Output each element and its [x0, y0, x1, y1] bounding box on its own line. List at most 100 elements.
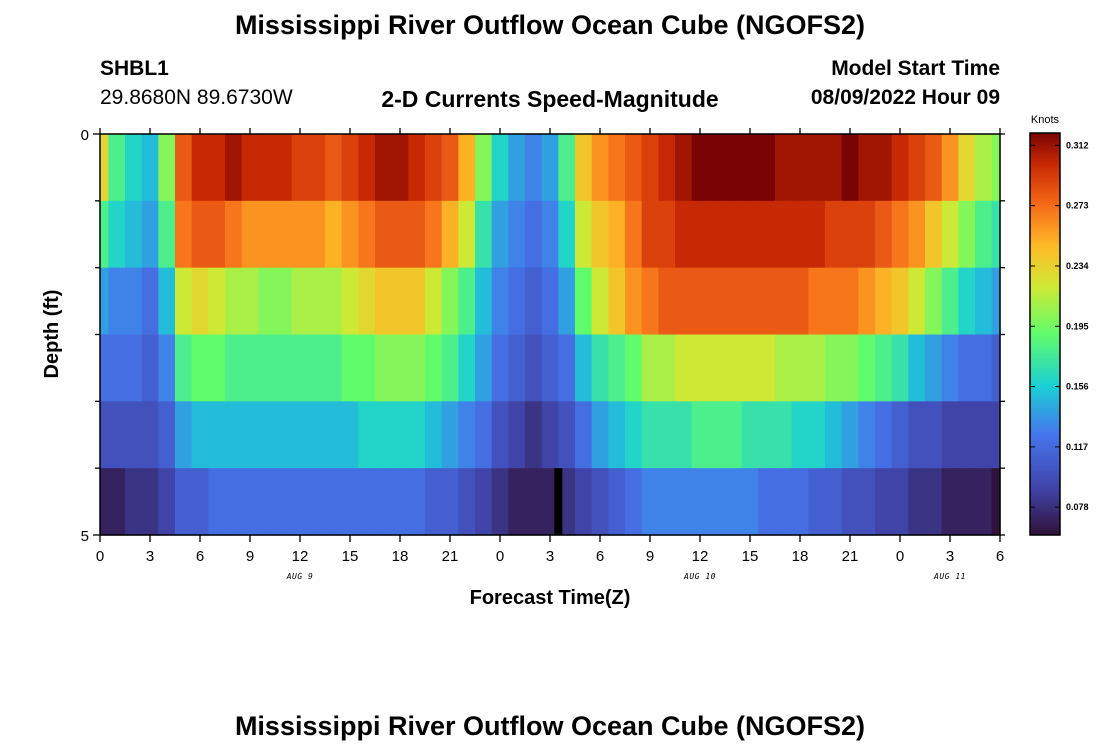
heatmap-cell [825, 334, 843, 402]
heatmap-cell [558, 334, 576, 402]
x-tick-label: 9 [646, 548, 654, 565]
heatmap-cell [841, 334, 859, 402]
heatmap-cell [758, 267, 776, 336]
heatmap-cell [275, 401, 293, 469]
heatmap-cell [991, 401, 1001, 469]
heatmap-cell [975, 267, 993, 336]
heatmap-cell [591, 334, 609, 402]
heatmap-cell [991, 200, 1001, 269]
heatmap-cell [241, 200, 259, 269]
heatmap-cell [241, 267, 259, 336]
heatmap-cell [708, 267, 726, 336]
heatmap-cell [375, 334, 393, 402]
heatmap-cell [291, 334, 309, 402]
heatmap-cell [841, 267, 859, 336]
heatmap-cell [775, 334, 793, 402]
colorbar-tick-label: 0.312 [1066, 140, 1089, 150]
heatmap-cell [525, 267, 543, 336]
heatmap-cell [608, 200, 626, 269]
heatmap-cell [591, 267, 609, 336]
heatmap-cell [158, 134, 176, 202]
heatmap-cell [100, 134, 109, 202]
station-coords: 29.8680N 89.6730W [100, 86, 293, 109]
heatmap-cell [458, 334, 476, 402]
heatmap-cell [308, 200, 326, 269]
heatmap-cell [208, 200, 226, 269]
heatmap-cell [608, 134, 626, 202]
heatmap-cell [275, 468, 293, 536]
heatmap-cell [408, 200, 426, 269]
heatmap-cell [325, 401, 343, 469]
x-tick-label: 18 [392, 548, 409, 565]
heatmap-cell [408, 267, 426, 336]
heatmap-cell [541, 134, 559, 202]
heatmap-cell [358, 200, 376, 269]
heatmap-cell [975, 468, 993, 536]
heatmap-cell [100, 267, 109, 336]
heatmap-cell [608, 401, 626, 469]
heatmap-cell [458, 267, 476, 336]
heatmap-cell [125, 468, 143, 536]
heatmap-cell [475, 334, 493, 402]
heatmap-cell [100, 334, 109, 402]
x-tick-label: 15 [742, 548, 759, 565]
heatmap-cell [791, 401, 809, 469]
heatmap-cell [708, 468, 726, 536]
heatmap-cell [941, 267, 959, 336]
heatmap-cell [191, 200, 209, 269]
heatmap-cell [575, 134, 593, 202]
heatmap-cell [208, 401, 226, 469]
heatmap-cell [341, 401, 359, 469]
heatmap-cell [341, 468, 359, 536]
heatmap-cell [808, 134, 826, 202]
heatmap-cell [741, 401, 759, 469]
heatmap-cell [341, 267, 359, 336]
heatmap-cell [941, 334, 959, 402]
heatmap-cell [608, 468, 626, 536]
heatmap-cell [725, 267, 743, 336]
colorbar-tick-label: 0.273 [1066, 201, 1089, 211]
heatmap-cell [958, 334, 976, 402]
heatmap-cell [425, 468, 443, 536]
heatmap-cell [508, 267, 526, 336]
heatmap-cell [908, 334, 926, 402]
heatmap-cell [741, 267, 759, 336]
heatmap-cell [775, 267, 793, 336]
heatmap-cell [441, 134, 459, 202]
heatmap-cell [391, 468, 409, 536]
heatmap-cell [225, 134, 243, 202]
heatmap-cell [791, 200, 809, 269]
heatmap-cell [791, 134, 809, 202]
heatmap-cell [858, 134, 876, 202]
heatmap-cell [258, 401, 276, 469]
heatmap-cell [608, 267, 626, 336]
heatmap-cell [658, 401, 676, 469]
heatmap-cell [708, 200, 726, 269]
heatmap-cell [691, 267, 709, 336]
date-label: AUG 11 [933, 572, 966, 581]
heatmap-cell [391, 267, 409, 336]
heatmap-cell [958, 468, 976, 536]
heatmap-cell [125, 267, 143, 336]
heatmap-cell [675, 334, 693, 402]
heatmap-cell [341, 134, 359, 202]
heatmap-cell [225, 401, 243, 469]
heatmap-cell [175, 401, 193, 469]
heatmap-cell [675, 468, 693, 536]
heatmap-cell [541, 267, 559, 336]
date-label: AUG 10 [683, 572, 716, 581]
heatmap-cell [691, 401, 709, 469]
heatmap-cell [325, 267, 343, 336]
heatmap-cell [775, 134, 793, 202]
heatmap-cell [325, 468, 343, 536]
heatmap-cell [625, 134, 643, 202]
heatmap-cell [825, 401, 843, 469]
heatmap-cells [100, 134, 1001, 536]
heatmap-cell [425, 401, 443, 469]
y-tick-label: 0 [81, 127, 89, 144]
heatmap-cell [958, 267, 976, 336]
heatmap-cell [825, 267, 843, 336]
heatmap-cell [525, 401, 543, 469]
heatmap-cell [525, 200, 543, 269]
heatmap-cell [975, 334, 993, 402]
